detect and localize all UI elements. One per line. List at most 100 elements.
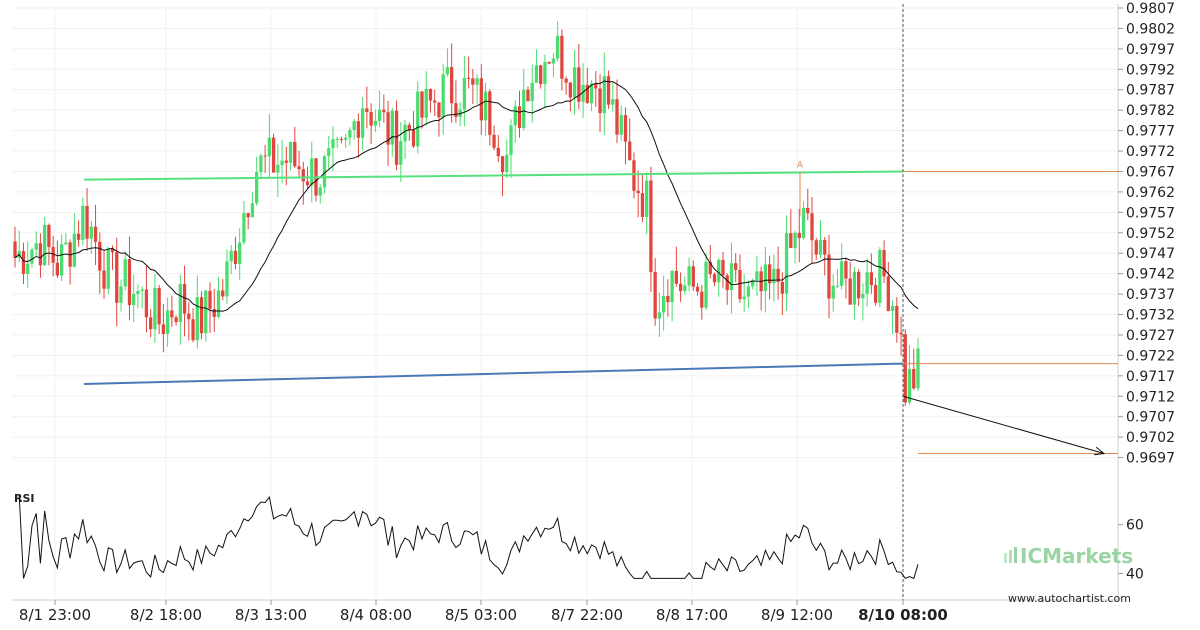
x-tick-label: 8/7 22:00 bbox=[551, 606, 623, 624]
candle-body bbox=[30, 249, 34, 264]
candle-body bbox=[76, 233, 81, 240]
icmarkets-logo: ICMarkets bbox=[1004, 544, 1133, 568]
x-tick-label: 8/2 18:00 bbox=[130, 606, 202, 624]
y-tick-label: 0.9732 bbox=[1126, 308, 1175, 324]
candle-body bbox=[551, 58, 556, 64]
projection-arrow bbox=[902, 395, 1105, 454]
candle-body bbox=[568, 82, 573, 98]
time-axis: 8/1 23:00 8/2 18:00 8/3 13:00 8/4 08:00 8/5 … bbox=[19, 600, 948, 624]
x-tick-label: 8/9 12:00 bbox=[761, 606, 833, 624]
candle-body bbox=[835, 285, 840, 287]
candle-body bbox=[221, 290, 225, 297]
candle-body bbox=[717, 260, 721, 283]
candle-body bbox=[886, 276, 890, 312]
candle-body bbox=[649, 180, 653, 272]
candle-body bbox=[471, 78, 475, 85]
candle-body bbox=[513, 106, 517, 126]
candle-body bbox=[725, 275, 729, 291]
candle-body bbox=[102, 270, 106, 289]
candle-body bbox=[827, 254, 831, 299]
candle-body bbox=[797, 232, 801, 239]
candle-body bbox=[674, 270, 678, 284]
candle-body bbox=[195, 297, 199, 341]
candle-body bbox=[738, 269, 742, 300]
candle-body bbox=[259, 155, 263, 172]
candle-body bbox=[178, 284, 182, 322]
projection-arrowhead bbox=[1094, 446, 1106, 456]
candle-body bbox=[34, 243, 38, 250]
candle-body bbox=[238, 242, 242, 264]
candle-body bbox=[479, 78, 483, 121]
candle-body bbox=[801, 207, 806, 239]
candle-body bbox=[81, 205, 85, 240]
candle-body bbox=[852, 271, 857, 305]
candle-body bbox=[339, 138, 344, 140]
pattern-marker-label: A bbox=[797, 160, 804, 170]
candle-body bbox=[43, 224, 47, 266]
candle-body bbox=[640, 193, 645, 217]
candle-body bbox=[556, 35, 560, 59]
candle-body bbox=[560, 35, 564, 79]
y-tick-label: 0.9727 bbox=[1126, 328, 1175, 344]
candle-body bbox=[187, 313, 191, 320]
x-tick-label: 8/4 08:00 bbox=[340, 606, 412, 624]
candle-body bbox=[293, 141, 297, 167]
candle-body bbox=[271, 137, 276, 173]
candle-body bbox=[441, 74, 445, 118]
candle-body bbox=[708, 261, 712, 275]
candle-body bbox=[729, 263, 734, 291]
candle-body bbox=[585, 84, 589, 104]
candle-body bbox=[204, 290, 208, 334]
candle-body bbox=[466, 77, 471, 79]
candle-body bbox=[615, 99, 619, 135]
y-tick-label: 0.9787 bbox=[1126, 83, 1175, 99]
y-tick-label: 0.9762 bbox=[1126, 185, 1175, 201]
candle-body bbox=[912, 368, 916, 389]
candle-body bbox=[564, 78, 568, 83]
candle-body bbox=[123, 259, 127, 287]
candle-body bbox=[645, 180, 649, 217]
broker-logo-text: ICMarkets bbox=[1020, 544, 1133, 568]
candle-body bbox=[784, 233, 789, 294]
resistance-trendline bbox=[83, 170, 904, 181]
candle-body bbox=[153, 288, 157, 330]
candle-body bbox=[115, 252, 119, 303]
candle-body bbox=[505, 154, 509, 173]
candle-body bbox=[530, 82, 534, 102]
y-tick-label: 0.9712 bbox=[1126, 389, 1175, 405]
candle-body bbox=[657, 312, 662, 319]
candle-body bbox=[589, 83, 594, 104]
candle-body bbox=[755, 271, 759, 281]
candle-body bbox=[462, 77, 467, 110]
candle-body bbox=[132, 294, 136, 306]
candle-body bbox=[454, 103, 458, 117]
candle-body bbox=[678, 283, 683, 292]
candle-body bbox=[51, 247, 55, 263]
candle-body bbox=[492, 134, 496, 148]
candle-body bbox=[98, 241, 102, 271]
candle-body bbox=[356, 121, 361, 138]
candle-body bbox=[899, 332, 903, 335]
candle-body bbox=[93, 226, 98, 242]
candle-body bbox=[411, 129, 416, 147]
y-tick-label: 0.9782 bbox=[1126, 103, 1175, 119]
candle-body bbox=[632, 160, 636, 191]
support-trendline bbox=[83, 362, 904, 385]
x-tick-label: 8/3 13:00 bbox=[235, 606, 307, 624]
candle-body bbox=[89, 226, 93, 239]
candle-body bbox=[810, 213, 814, 241]
candle-body bbox=[895, 305, 899, 333]
y-tick-label: 0.9747 bbox=[1126, 246, 1175, 262]
candle-body bbox=[602, 76, 606, 114]
candle-body bbox=[526, 89, 530, 102]
candle-body bbox=[301, 169, 305, 182]
rsi-line bbox=[18, 495, 919, 580]
candle-body bbox=[140, 289, 144, 291]
candle-body bbox=[780, 281, 784, 294]
candle-body bbox=[331, 139, 335, 149]
x-tick-label: 8/8 17:00 bbox=[656, 606, 728, 624]
candle-body bbox=[21, 251, 26, 274]
candle-body bbox=[390, 110, 394, 145]
y-tick-label: 0.9757 bbox=[1126, 205, 1175, 221]
candle-body bbox=[199, 297, 204, 334]
